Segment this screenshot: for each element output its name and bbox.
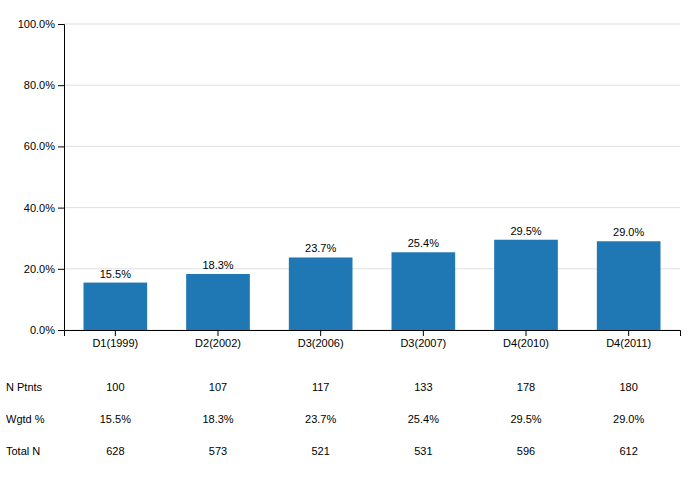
table-cell: 133 xyxy=(414,381,432,393)
y-tick-label: 0.0% xyxy=(30,324,55,336)
x-tick-mark xyxy=(423,330,424,336)
table-cell: 18.3% xyxy=(202,413,233,425)
y-tick: 20.0% xyxy=(24,263,64,275)
table-row-label: Wgtd % xyxy=(6,413,45,425)
x-tick-label: D4(2011) xyxy=(606,337,651,349)
grid-line xyxy=(64,146,680,147)
x-tick: D4(2010) xyxy=(503,330,549,349)
x-tick: D1(1999) xyxy=(92,330,138,349)
y-tick-label: 60.0% xyxy=(24,140,55,152)
x-tick-mark xyxy=(320,330,321,336)
x-tick-label: D2(2002) xyxy=(195,337,241,349)
y-tick-label: 80.0% xyxy=(24,79,55,91)
chart: 15.5% 18.3% 23.7% 25.4% 29.5% 29.0% 0.0% 20.0% 4… xyxy=(0,0,700,500)
x-tick-mark xyxy=(218,330,219,336)
x-tick: D4(2011) xyxy=(606,330,651,349)
bar xyxy=(494,240,558,330)
bar xyxy=(392,252,456,330)
x-axis-line xyxy=(65,331,681,337)
x-tick: D3(2006) xyxy=(298,330,344,349)
bar xyxy=(597,241,661,330)
table-cell: 573 xyxy=(209,445,227,457)
x-tick-label: D3(2007) xyxy=(400,337,446,349)
table-cell: 25.4% xyxy=(408,413,439,425)
y-tick: 60.0% xyxy=(24,140,64,152)
y-tick-label: 40.0% xyxy=(24,202,55,214)
x-tick: D2(2002) xyxy=(195,330,241,349)
table-cell: 117 xyxy=(312,381,330,393)
table-cell: 100 xyxy=(106,381,124,393)
table-row: N Ptnts 100 107 117 133 178 180 xyxy=(6,381,638,393)
grid-line xyxy=(64,268,680,269)
data-label: 25.4% xyxy=(408,237,439,249)
table-row: Wgtd % 15.5% 18.3% 23.7% 25.4% 29.5% 29.0% xyxy=(6,413,644,425)
y-axis: 0.0% 20.0% 40.0% 60.0% 80.0% 100.0% xyxy=(18,18,65,336)
table-row-label: N Ptnts xyxy=(6,381,43,393)
table-cell: 596 xyxy=(517,445,535,457)
x-tick-mark xyxy=(628,330,629,336)
y-tick-mark xyxy=(58,24,64,25)
table-cell: 107 xyxy=(209,381,227,393)
grid xyxy=(64,24,680,330)
table-cell: 612 xyxy=(619,445,637,457)
bar xyxy=(84,283,148,330)
x-tick-label: D1(1999) xyxy=(92,337,138,349)
table-row-label: Total N xyxy=(6,445,40,457)
bars xyxy=(84,240,661,330)
y-tick-mark xyxy=(58,146,64,147)
x-tick-label: D3(2006) xyxy=(298,337,344,349)
y-tick-mark xyxy=(58,330,64,331)
x-axis: D1(1999) D2(2002) D3(2006) D3(2007) D4(2010)… xyxy=(65,330,681,349)
data-label: 29.5% xyxy=(510,225,541,237)
y-tick: 100.0% xyxy=(18,18,64,30)
y-tick-mark xyxy=(58,269,64,270)
table-cell: 23.7% xyxy=(305,413,336,425)
y-tick: 0.0% xyxy=(30,324,64,336)
table-cell: 29.0% xyxy=(613,413,644,425)
y-tick: 40.0% xyxy=(24,202,64,214)
table-cell: 15.5% xyxy=(100,413,131,425)
grid-line xyxy=(64,85,680,86)
grid-line xyxy=(64,24,680,25)
y-tick-label: 100.0% xyxy=(18,18,56,30)
data-labels: 15.5% 18.3% 23.7% 25.4% 29.5% 29.0% xyxy=(100,225,645,280)
table-cell: 29.5% xyxy=(510,413,541,425)
y-tick-mark xyxy=(58,208,64,209)
x-tick-label: D4(2010) xyxy=(503,337,549,349)
y-axis-line xyxy=(58,25,65,331)
data-label: 23.7% xyxy=(305,242,336,254)
table-cell: 178 xyxy=(517,381,535,393)
table-cell: 180 xyxy=(619,381,637,393)
bar xyxy=(186,274,250,330)
bar xyxy=(289,257,353,330)
table-cell: 628 xyxy=(106,445,124,457)
data-label: 18.3% xyxy=(202,259,233,271)
x-tick-mark xyxy=(115,330,116,336)
x-tick-mark xyxy=(526,330,527,336)
table-row: Total N 628 573 521 531 596 612 xyxy=(6,445,638,457)
data-label: 29.0% xyxy=(613,226,644,238)
y-tick-mark xyxy=(58,85,64,86)
data-label: 15.5% xyxy=(100,268,131,280)
y-tick-label: 20.0% xyxy=(24,263,55,275)
x-tick: D3(2007) xyxy=(400,330,446,349)
table: N Ptnts 100 107 117 133 178 180 Wgtd % 15.5% 18.3… xyxy=(6,381,644,457)
y-tick: 80.0% xyxy=(24,79,64,91)
grid-line xyxy=(64,207,680,208)
table-cell: 531 xyxy=(414,445,432,457)
table-cell: 521 xyxy=(311,445,329,457)
